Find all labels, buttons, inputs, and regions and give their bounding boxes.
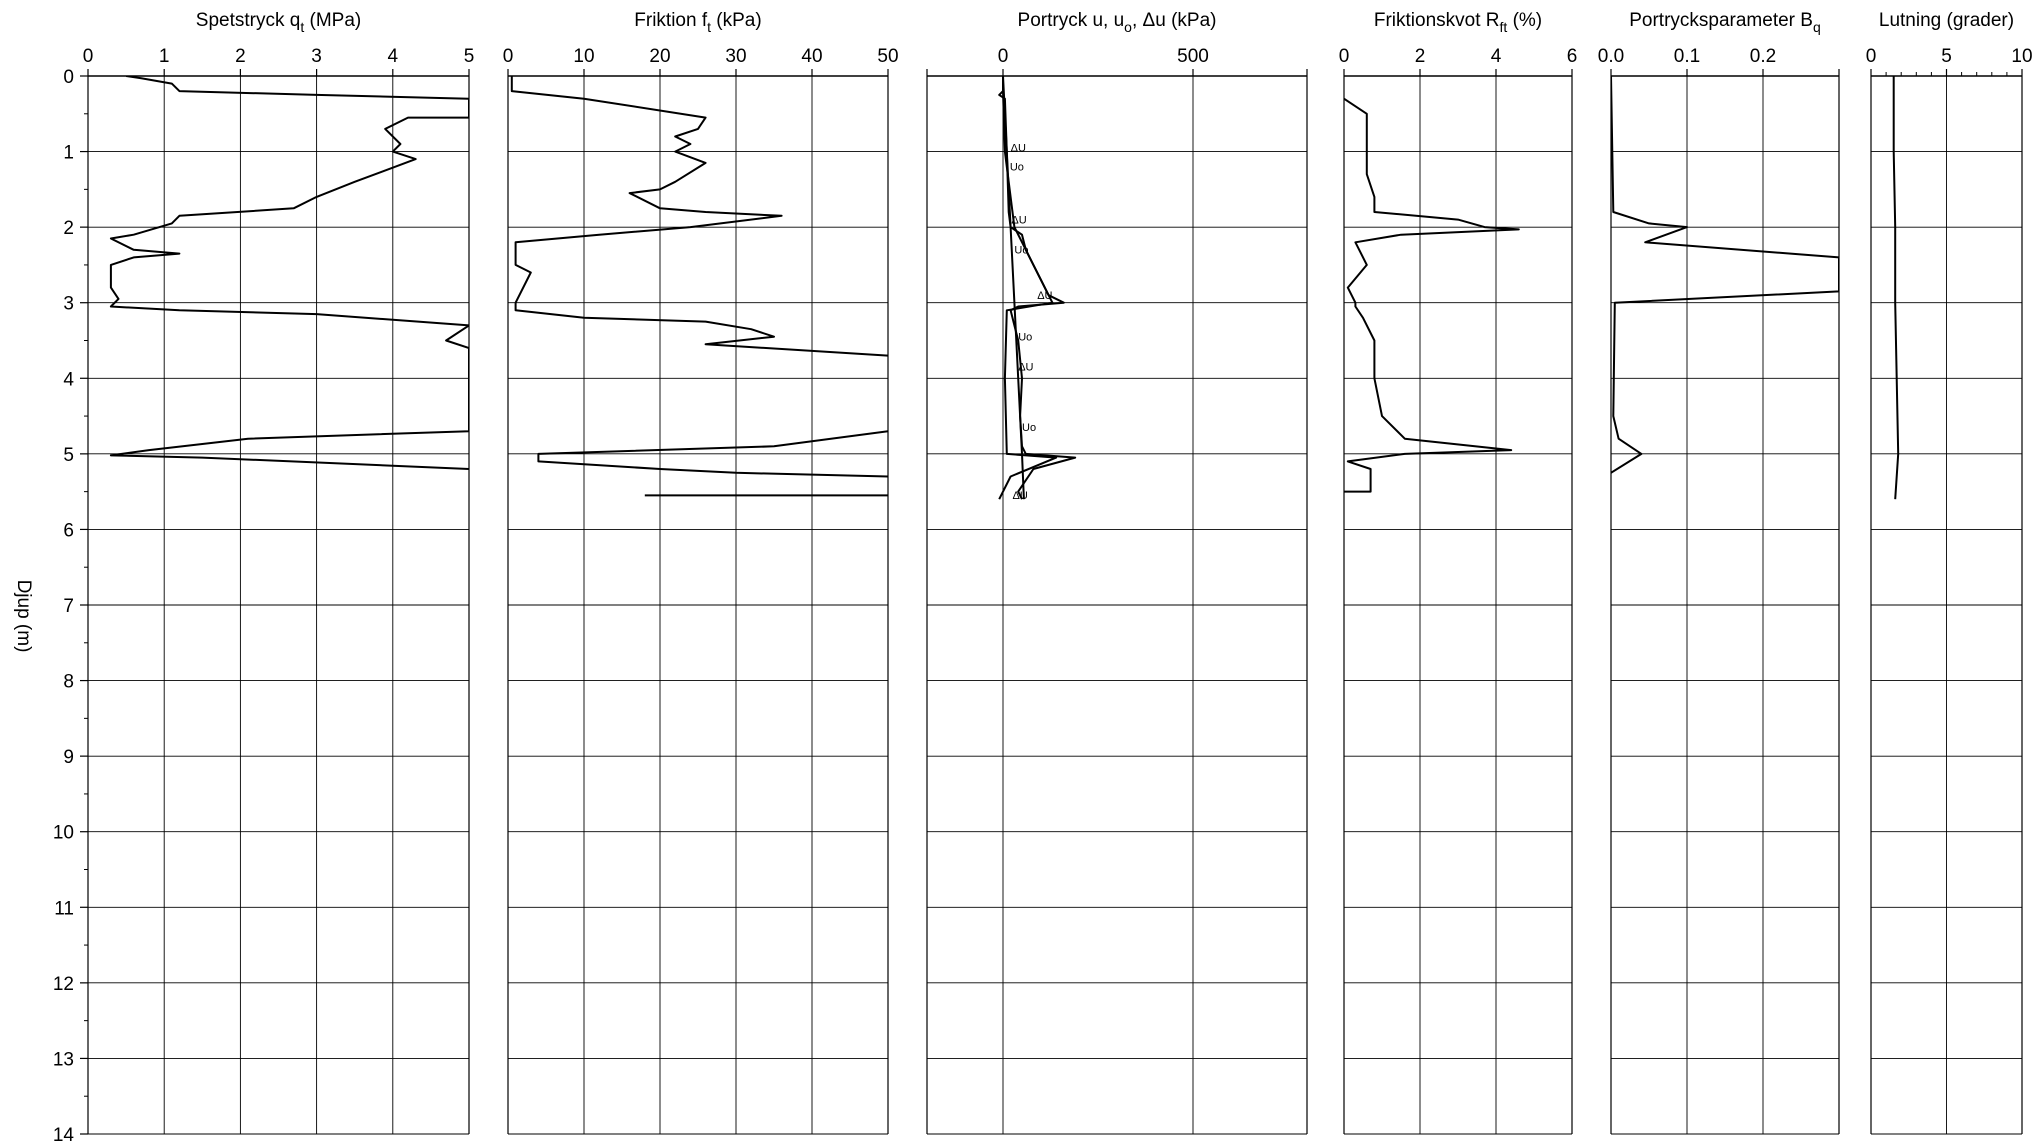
- series-line-bq-0: [1611, 76, 1839, 474]
- series-line-ft-0: [510, 76, 888, 357]
- depth-tick-label: 5: [63, 445, 74, 466]
- series-line-qt-0: [109, 76, 469, 470]
- panel-title: Lutning (grader): [1879, 10, 2014, 31]
- x-tick-label: 10: [573, 46, 594, 67]
- curve-annotation: ΔU: [1018, 362, 1033, 374]
- panel-title: Friktion ft (kPa): [634, 10, 761, 35]
- panel-title: Friktionskvot Rft (%): [1374, 10, 1542, 35]
- curve-annotation: ΔU: [1011, 214, 1026, 226]
- curve-annotation: ΔU: [1037, 290, 1052, 302]
- series-line-u-0: [998, 76, 1077, 500]
- panel-title: Portrycksparameter Bq: [1629, 10, 1821, 35]
- x-tick-label: 0.1: [1674, 46, 1700, 67]
- series-line-u-1: [1002, 76, 1025, 500]
- depth-tick-label: 12: [53, 974, 74, 995]
- x-tick-label: 5: [464, 46, 475, 67]
- x-tick-label: 30: [725, 46, 746, 67]
- series-line-lutning-0: [1892, 76, 1900, 500]
- x-tick-label: 0: [83, 46, 94, 67]
- depth-tick-label: 14: [53, 1125, 75, 1143]
- x-tick-label: 2: [235, 46, 246, 67]
- panel-title-main: Friktion f: [634, 10, 708, 31]
- x-tick-label: 0: [998, 46, 1009, 67]
- series-line-u-2: [998, 91, 1058, 500]
- panel-title-main: Portryck u, u: [1018, 10, 1125, 31]
- panel-title-unit: , Δu (kPa): [1132, 10, 1217, 31]
- curve-annotation: ΔU: [1011, 143, 1026, 155]
- panel-title-subscript: t: [300, 19, 304, 35]
- x-tick-label: 0.2: [1750, 46, 1776, 67]
- panel-lutning: 0 5 10 Lutning (grader): [1866, 10, 2033, 1135]
- depth-tick-label: 11: [54, 898, 74, 919]
- panel-title-subscript: t: [707, 19, 711, 35]
- series-line-rf-0: [1344, 97, 1520, 493]
- depth-tick-label: 13: [53, 1049, 74, 1070]
- panel-bq: 0.0 0.1 0.2 Portrycksparameter Bq: [1598, 10, 1840, 1135]
- panel-title-main: Lutning (grader): [1879, 10, 2014, 31]
- panel-qt: 0 1 2 3 4 5 Spetstryck qt (MPa): [83, 10, 475, 1135]
- x-tick-label: 0: [1339, 46, 1350, 67]
- panel-title-subscript: q: [1813, 19, 1821, 35]
- panel-title-main: Portrycksparameter B: [1629, 10, 1813, 31]
- depth-tick-label: 0: [63, 67, 74, 88]
- x-tick-label: 500: [1177, 46, 1209, 67]
- x-tick-label: 0: [503, 46, 514, 67]
- x-tick-label: 10: [2011, 46, 2032, 67]
- x-tick-label: 4: [1491, 46, 1502, 67]
- panel-title-main: Friktionskvot R: [1374, 10, 1500, 31]
- panel-title-subscript: o: [1124, 19, 1132, 35]
- depth-tick-label: 6: [63, 520, 74, 541]
- series-line-ft-1: [537, 430, 888, 478]
- panel-title: Portryck u, uo, Δu (kPa): [1018, 10, 1217, 35]
- x-tick-label: 5: [1941, 46, 1952, 67]
- depth-tick-label: 4: [63, 369, 74, 390]
- depth-tick-label: 1: [63, 143, 74, 164]
- panel-title-unit: (MPa): [304, 10, 361, 31]
- x-tick-label: 1: [159, 46, 170, 67]
- panel-ft: 0 10 20 30 40 50 Friktion ft (kPa): [503, 10, 899, 1135]
- x-tick-label: 6: [1567, 46, 1578, 67]
- x-tick-label: 50: [877, 46, 898, 67]
- x-tick-label: 3: [311, 46, 322, 67]
- panel-title-unit: (kPa): [711, 10, 762, 31]
- panel-title-unit: (%): [1507, 10, 1542, 31]
- x-tick-label: 0: [1866, 46, 1877, 67]
- depth-tick-label: 3: [63, 294, 74, 315]
- depth-tick-label: 9: [63, 747, 74, 768]
- curve-annotation: Uo: [1014, 245, 1028, 257]
- x-tick-label: 20: [649, 46, 670, 67]
- curve-annotation: Uo: [1018, 332, 1032, 344]
- x-tick-label: 0.0: [1598, 46, 1624, 67]
- curve-annotation: Uo: [1010, 161, 1024, 173]
- panel-title-subscript: ft: [1500, 19, 1508, 35]
- panel-title-main: Spetstryck q: [196, 10, 301, 31]
- x-tick-label: 2: [1415, 46, 1426, 67]
- x-tick-label: 4: [388, 46, 399, 67]
- x-tick-label: 40: [801, 46, 822, 67]
- depth-tick-label: 8: [63, 672, 74, 693]
- panel-title: Spetstryck qt (MPa): [196, 10, 361, 35]
- curve-annotation: Uo: [1022, 422, 1036, 434]
- depth-axis-label: Djup (m): [13, 580, 34, 653]
- depth-tick-label: 10: [53, 823, 74, 844]
- depth-tick-label: 7: [63, 596, 74, 617]
- depth-tick-label: 2: [63, 218, 74, 239]
- panel-u: 0 500 Portryck u, uo, Δu (kPa) ΔU Uo ΔU Uo ΔU Uo…: [926, 10, 1308, 1135]
- panel-rf: 0 2 4 6 Friktionskvot Rft (%): [1339, 10, 1578, 1135]
- curve-annotation: ΔU: [1013, 490, 1028, 502]
